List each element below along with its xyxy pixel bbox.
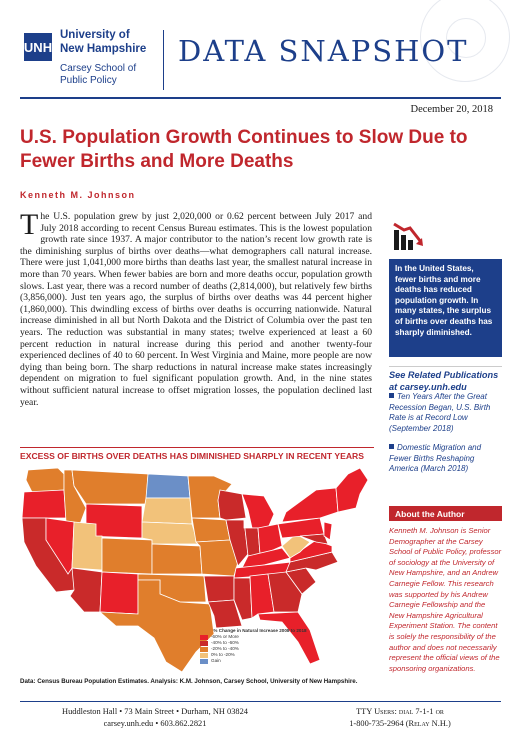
state-fl (257, 611, 321, 665)
header-rule (20, 97, 501, 99)
bullet-square-icon (389, 393, 394, 398)
state-wa (25, 467, 65, 493)
state-nj (323, 521, 333, 541)
state-va (289, 539, 333, 563)
state-md (299, 533, 329, 545)
state-ms (233, 577, 253, 621)
summary-callout: In the United States, fewer births and m… (389, 259, 502, 357)
state-new-england (335, 467, 369, 513)
state-ga (267, 571, 303, 613)
state-nv (45, 517, 75, 575)
footer-tty-line2: 1-800-735-2964 (Relay N.H.) (349, 719, 451, 728)
bullet-square-icon (389, 444, 394, 449)
state-mi (241, 493, 275, 529)
article-body-text: he U.S. population grew by just 2,020,00… (20, 211, 372, 408)
map-caption: Data: Census Bureau Population Estimates… (20, 678, 358, 685)
article-author: Kenneth M. Johnson (20, 190, 136, 200)
legend-swatch (200, 652, 208, 658)
legend-item: Gain (200, 658, 320, 664)
legend-swatch (200, 658, 208, 664)
state-il (225, 519, 249, 567)
map-title: EXCESS OF BIRTHS OVER DEATHS HAS DIMINIS… (20, 451, 364, 461)
university-line2: New Hampshire (60, 43, 147, 56)
university-line1: University of (60, 29, 130, 41)
state-sd (141, 497, 193, 525)
footer-address: Huddleston Hall • 73 Main Street • Durha… (30, 706, 280, 730)
about-author-heading: About the Author (389, 506, 502, 521)
state-or (21, 489, 67, 519)
legend-swatch (200, 646, 208, 652)
legend-item: -60% or More (200, 634, 320, 640)
state-ky (241, 547, 291, 569)
legend-label: Gain (211, 658, 221, 663)
state-al (249, 573, 275, 619)
organization-name: University of New Hampshire Carsey Schoo… (60, 28, 146, 88)
related-link-2-text: Domestic Migration and Fewer Births Resh… (389, 443, 482, 474)
school-line2: Public Policy (60, 75, 117, 87)
state-nd (145, 473, 191, 499)
footer-rule (20, 701, 501, 702)
state-ny (281, 487, 339, 523)
about-author-text: Kenneth M. Johnson is Senior Demographer… (389, 526, 502, 673)
legend-swatch (200, 640, 208, 646)
header-divider (163, 30, 164, 90)
legend-label: -60% or More (211, 634, 239, 639)
map-rule (20, 447, 374, 448)
state-nm (99, 571, 139, 615)
footer-tty: TTY Users: dial 7-1-1 or 1-800-735-2964 … (300, 706, 500, 730)
state-mt (71, 469, 149, 505)
related-link-1[interactable]: Ten Years After the Great Recession Bega… (389, 392, 502, 434)
footer-address-line1: Huddleston Hall • 73 Main Street • Durha… (62, 707, 248, 716)
legend-item: -20% to -40% (200, 646, 320, 652)
legend-swatch (200, 634, 208, 640)
article-headline: U.S. Population Growth Continues to Slow… (20, 127, 468, 172)
legend-label: 0% to -20% (211, 652, 235, 657)
related-publications-heading: See Related Publications at carsey.unh.e… (389, 366, 502, 393)
us-natural-increase-map (21, 467, 369, 673)
footer-address-line2[interactable]: carsey.unh.edu • 603.862.2821 (103, 719, 207, 728)
state-tx (98, 579, 215, 673)
legend-item: -40% to -60% (200, 640, 320, 646)
decorative-circle-inner (446, 18, 486, 58)
legend-label: -20% to -40% (211, 646, 239, 651)
legend-title: % Change in Natural Increase 2008 to 201… (213, 628, 307, 633)
publication-title: DATA SNAPSHOT (178, 34, 469, 68)
school-line1: Carsey School of (60, 62, 137, 74)
map-legend: % Change in Natural Increase 2008 to 201… (200, 628, 320, 664)
state-ar (203, 575, 235, 603)
related-link-2[interactable]: Domestic Migration and Fewer Births Resh… (389, 443, 502, 475)
decorative-circle (420, 0, 510, 82)
footer-tty-line1: TTY Users: dial 7-1-1 or (356, 707, 444, 716)
drop-cap: T (20, 208, 39, 241)
state-az (69, 567, 103, 613)
related-link-1-text: Ten Years After the Great Recession Bega… (389, 392, 491, 433)
state-la (207, 599, 243, 629)
legend-item: 0% to -20% (200, 652, 320, 658)
state-ks (151, 543, 203, 575)
publication-date: December 20, 2018 (410, 104, 493, 115)
unh-logo: UNH (24, 33, 52, 61)
legend-label: -40% to -60% (211, 640, 239, 645)
state-co (101, 537, 153, 575)
declining-chart-icon (393, 222, 423, 250)
state-ia (191, 517, 231, 543)
